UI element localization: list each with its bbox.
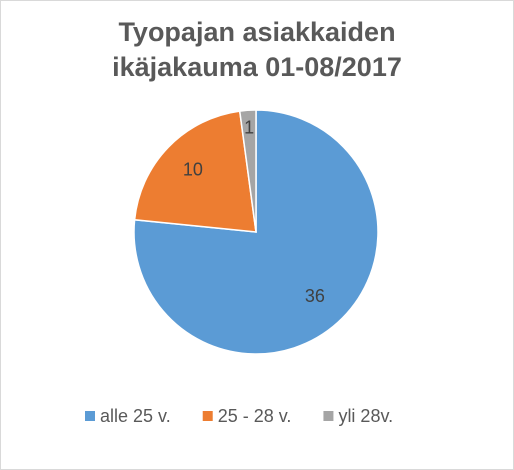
data-label: 1 xyxy=(244,117,254,137)
legend-swatch xyxy=(85,411,95,421)
data-label: 36 xyxy=(305,286,325,306)
pie-slice xyxy=(133,110,257,233)
legend-label: 25 - 28 v. xyxy=(218,406,292,426)
legend: alle 25 v. 25 - 28 v. yli 28v. xyxy=(85,406,393,426)
legend-swatch xyxy=(323,411,334,421)
chart-title: Tyopajan asiakkaiden ikäjakauma 01-08/20… xyxy=(112,17,402,82)
legend-label: alle 25 v. xyxy=(100,406,171,426)
pie-slice xyxy=(238,109,257,233)
legend-swatch xyxy=(202,411,213,421)
legend-label: yli 28v. xyxy=(338,406,393,426)
data-label: 10 xyxy=(183,160,203,180)
